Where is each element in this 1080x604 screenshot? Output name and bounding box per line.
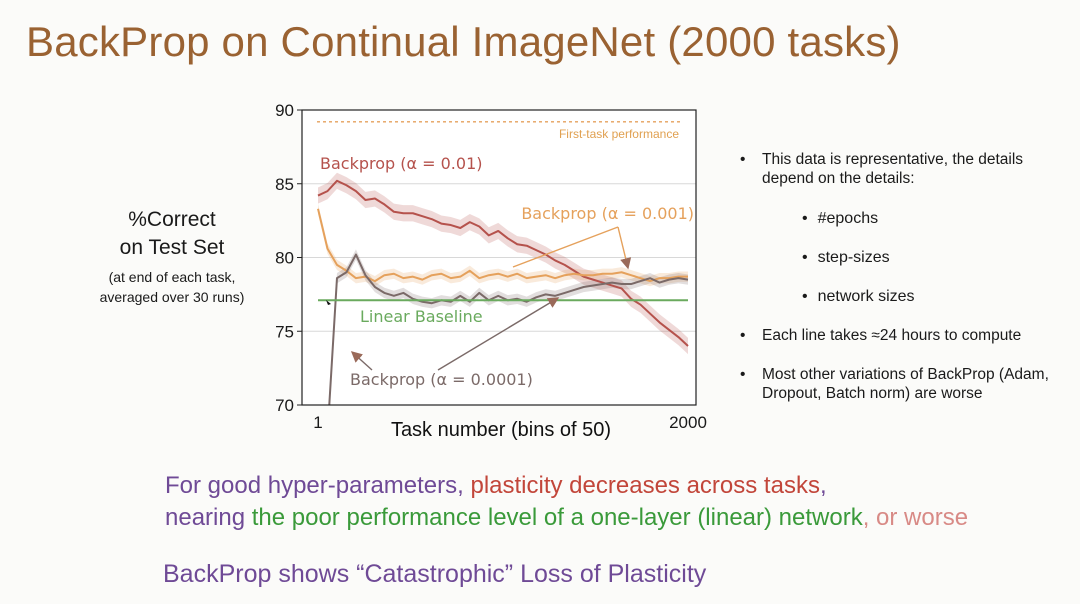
y-tick-label: 85 bbox=[275, 175, 294, 194]
conclusion-text: BackProp shows “Catastrophic” Loss of Pl… bbox=[163, 560, 707, 588]
message-text: , bbox=[819, 472, 827, 499]
note-text: Each line takes ≈24 hours to compute bbox=[762, 327, 1022, 344]
note-subitem: • network sizes bbox=[802, 288, 915, 306]
x-tick-label: 1 bbox=[313, 413, 322, 432]
series-label-alpha-0.001: Backprop (α = 0.001) bbox=[521, 204, 694, 223]
y-label-line-1: %Correct bbox=[128, 208, 216, 231]
y-tick-label: 80 bbox=[275, 249, 294, 268]
message-line-2: nearing the poor performance level of a … bbox=[165, 504, 968, 532]
x-tick-label: 2000 bbox=[669, 413, 707, 432]
series-label-alpha-0.01: Backprop (α = 0.01) bbox=[320, 154, 483, 173]
message-text: For good hyper-parameters, bbox=[165, 472, 471, 499]
annotation-arrow bbox=[350, 351, 373, 371]
note-item: • Most other variations of BackProp (Ada… bbox=[740, 365, 1070, 403]
series-label-alpha-0.0001: Backprop (α = 0.0001) bbox=[350, 370, 533, 389]
message-highlight: plasticity decreases across tasks bbox=[470, 472, 820, 499]
annotation-arrow bbox=[437, 297, 560, 371]
note-subitem-text: #epochs bbox=[817, 210, 879, 227]
y-tick-label: 90 bbox=[275, 101, 294, 120]
note-subitem-text: network sizes bbox=[817, 288, 915, 305]
message-highlight: the poor performance level of a one-laye… bbox=[251, 504, 863, 531]
note-item: • This data is representative, the detai… bbox=[740, 150, 1070, 188]
y-tick-label: 75 bbox=[275, 322, 294, 341]
confidence-band bbox=[328, 249, 688, 405]
series-line bbox=[317, 208, 688, 283]
series-lines bbox=[317, 179, 689, 405]
y-label-line-2: on Test Set bbox=[119, 236, 225, 259]
message-text: , or worse bbox=[862, 504, 969, 531]
bullet-icon: • bbox=[802, 210, 808, 227]
bullet-icon: • bbox=[740, 366, 746, 383]
y-tick-label: 70 bbox=[275, 396, 294, 415]
y-label-line-4: averaged over 30 runs) bbox=[99, 289, 245, 305]
note-text: This data is representative, the details… bbox=[762, 151, 1024, 187]
x-axis-label: Task number (bins of 50) bbox=[391, 419, 611, 441]
bullet-icon: • bbox=[802, 249, 808, 266]
y-axis-label: %Correct on Test Set (at end of each tas… bbox=[92, 206, 252, 307]
mouse-cursor-icon bbox=[326, 300, 331, 305]
y-label-line-3: (at end of each task, bbox=[108, 269, 236, 285]
slide-title: BackProp on Continual ImageNet (2000 tas… bbox=[26, 18, 901, 65]
message-line-1: For good hyper-parameters, plasticity de… bbox=[165, 472, 827, 500]
reference-line-label: First-task performance bbox=[559, 127, 679, 141]
series-line bbox=[328, 253, 689, 405]
y-ticks: 70 75 80 85 90 bbox=[275, 101, 302, 415]
series-line bbox=[317, 179, 689, 347]
confidence-band bbox=[318, 172, 688, 355]
annotation-arrow bbox=[512, 226, 619, 268]
note-text: Most other variations of BackProp (Adam,… bbox=[762, 366, 1049, 402]
message-text: nearing bbox=[165, 504, 252, 531]
series-label-linear-baseline: Linear Baseline bbox=[360, 307, 483, 326]
annotation-arrow bbox=[617, 226, 632, 270]
note-subitem-text: step-sizes bbox=[817, 249, 890, 266]
note-subitem: • #epochs bbox=[802, 210, 878, 228]
note-subitem: • step-sizes bbox=[802, 249, 890, 267]
bullet-icon: • bbox=[802, 288, 808, 305]
bullet-icon: • bbox=[740, 327, 746, 344]
bullet-icon: • bbox=[740, 151, 746, 168]
note-item: • Each line takes ≈24 hours to compute bbox=[740, 326, 1070, 345]
